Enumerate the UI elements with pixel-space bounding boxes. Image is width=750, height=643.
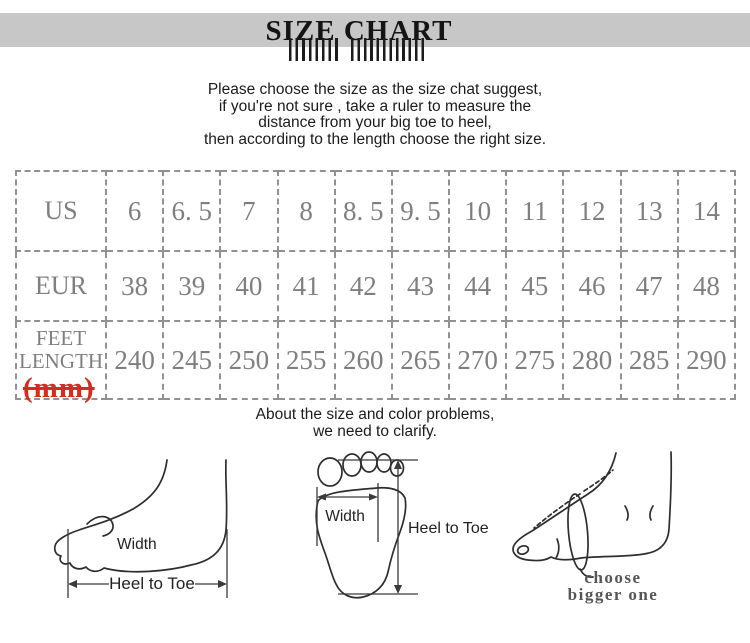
feet-length-cell: 285 xyxy=(619,320,679,400)
size-table-container: US 6 6. 5 7 8 8. 5 9. 5 10 11 12 13 14 E… xyxy=(15,170,737,404)
intro-line: then according to the length choose the … xyxy=(203,130,547,148)
clarify-line: we need to clarify. xyxy=(313,422,437,440)
eur-size-cell: 44 xyxy=(448,250,508,322)
intro-text: Please choose the size as the size chat … xyxy=(0,81,750,148)
feet-length-cell: 260 xyxy=(333,320,393,400)
eur-size-cell: 43 xyxy=(390,250,451,322)
feet-length-unit: (mm) xyxy=(23,372,95,404)
barcode-gap xyxy=(342,38,351,61)
feet-length-cell: 275 xyxy=(505,320,565,400)
intro-line: if you're not sure , take a ruler to mea… xyxy=(218,97,532,115)
feet-length-cell: 280 xyxy=(562,320,622,400)
eur-size-cell: 42 xyxy=(333,250,393,322)
us-size-cell: 13 xyxy=(619,170,679,252)
footprint-width-label: Width xyxy=(325,508,365,525)
girth-foot-diagram-icon: choose bigger one xyxy=(512,451,673,604)
us-size-cell: 14 xyxy=(676,170,737,252)
size-table: US 6 6. 5 7 8 8. 5 9. 5 10 11 12 13 14 E… xyxy=(15,170,737,400)
feet-length-cell: 270 xyxy=(448,320,508,400)
table-row-eur: EUR 38 39 40 41 42 43 44 45 46 47 48 xyxy=(15,250,737,322)
feet-length-cell: 240 xyxy=(104,320,165,400)
eur-size-cell: 48 xyxy=(676,250,737,322)
us-size-cell: 7 xyxy=(219,170,279,252)
row-header-feet-length: FEET LENGTH xyxy=(15,320,107,400)
table-row-us: US 6 6. 5 7 8 8. 5 9. 5 10 11 12 13 14 xyxy=(15,170,737,252)
us-size-cell: 12 xyxy=(562,170,622,252)
eur-size-cell: 40 xyxy=(219,250,279,322)
eur-size-cell: 46 xyxy=(562,250,622,322)
barcode-bars-right xyxy=(351,38,426,61)
us-size-cell: 8 xyxy=(276,170,336,252)
eur-size-cell: 45 xyxy=(505,250,565,322)
us-size-cell: 11 xyxy=(505,170,565,252)
us-size-cell: 10 xyxy=(448,170,508,252)
clarify-text: About the size and color problems, we ne… xyxy=(0,406,750,440)
eur-size-cell: 39 xyxy=(162,250,222,322)
us-size-cell: 6 xyxy=(104,170,165,252)
feet-length-cell: 245 xyxy=(162,320,222,400)
feet-length-cell: 255 xyxy=(276,320,336,400)
feet-length-cell: 265 xyxy=(390,320,451,400)
eur-size-cell: 47 xyxy=(619,250,679,322)
feet-length-cell: 290 xyxy=(676,320,737,400)
barcode-icon xyxy=(289,38,426,61)
clarify-line: About the size and color problems, xyxy=(255,406,495,423)
intro-line: Please choose the size as the size chat … xyxy=(207,81,543,98)
row-header-us: US xyxy=(15,170,107,252)
intro-line: distance from your big toe to heel, xyxy=(258,114,492,131)
choose-bigger-note-line2: bigger one xyxy=(568,585,659,604)
side-foot-length-label: Heel to Toe xyxy=(109,574,195,593)
eur-size-cell: 41 xyxy=(276,250,336,322)
feet-length-cell: 250 xyxy=(219,320,279,400)
us-size-cell: 6. 5 xyxy=(162,170,222,252)
us-size-cell: 8. 5 xyxy=(333,170,393,252)
barcode-bars-left xyxy=(289,38,342,61)
row-header-eur: EUR xyxy=(15,250,107,322)
footprint-length-label: Heel to Toe xyxy=(408,520,489,537)
table-row-feet-length: FEET LENGTH 240 245 250 255 260 265 270 … xyxy=(15,320,737,400)
side-foot-diagram-icon: Width Heel to Toe xyxy=(53,459,228,598)
side-foot-width-label: Width xyxy=(117,536,157,553)
eur-size-cell: 38 xyxy=(104,250,165,322)
footprint-diagram-icon: Width Heel to Toe xyxy=(315,451,489,599)
choose-bigger-note-line1: choose xyxy=(584,568,641,587)
us-size-cell: 9. 5 xyxy=(390,170,451,252)
